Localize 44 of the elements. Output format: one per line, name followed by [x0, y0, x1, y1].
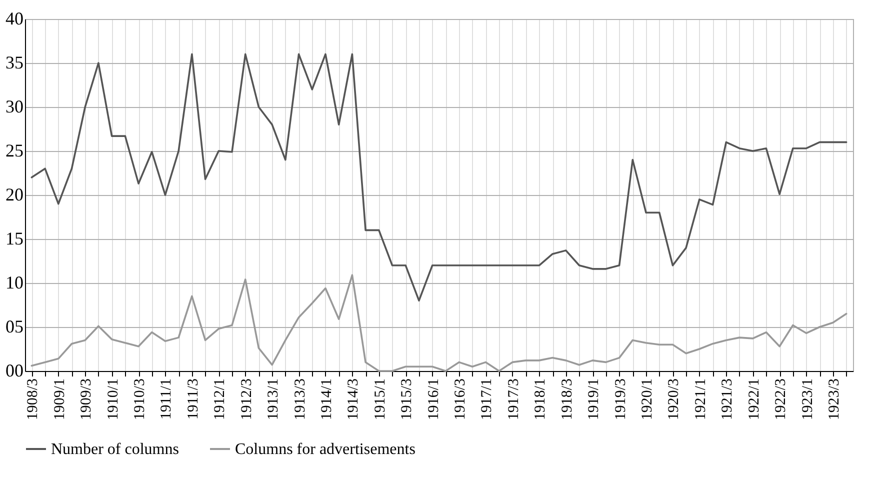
- x-tick-label: 1918/1: [532, 378, 549, 420]
- x-tick-label: 1923/1: [800, 378, 816, 420]
- x-tick-label: 1919/3: [612, 378, 629, 420]
- y-tick-label: 35: [6, 52, 24, 72]
- x-tick-label: 1911/1: [158, 378, 175, 420]
- x-tick-label: 1917/1: [479, 378, 496, 420]
- x-tick-label: 1912/1: [212, 378, 228, 420]
- y-tick-label: 20: [6, 184, 24, 204]
- x-tick-label: 1921/1: [692, 378, 709, 420]
- x-tick-label: 1909/3: [78, 378, 95, 420]
- x-tick-label: 1911/3: [185, 378, 202, 420]
- x-tick-label: 1912/3: [238, 378, 255, 420]
- x-tick-label: 1914/3: [346, 378, 362, 420]
- y-tick-label: 05: [6, 316, 24, 336]
- y-tick-label: 40: [6, 8, 24, 28]
- y-tick-label: 00: [6, 360, 24, 380]
- y-tick-label: 15: [6, 228, 24, 248]
- x-tick-label: 1922/1: [746, 378, 762, 420]
- y-tick-label: 30: [6, 96, 24, 116]
- x-tick-label: 1909/1: [52, 378, 68, 420]
- x-tick-label: 1910/3: [132, 378, 148, 420]
- x-tick-label: 1915/3: [399, 378, 416, 420]
- x-tick-label: 1920/1: [640, 378, 656, 420]
- legend-label: Number of columns: [51, 441, 179, 458]
- legend-label: Columns for advertisements: [235, 441, 416, 458]
- x-tick-label: 1908/3: [25, 378, 42, 420]
- x-tick-label: 1922/3: [773, 378, 790, 420]
- x-tick-label: 1910/1: [105, 378, 122, 420]
- x-tick-label: 1916/1: [426, 378, 442, 420]
- line-series: [30, 274, 848, 372]
- x-tick-label: 1920/3: [666, 378, 682, 420]
- x-tick-label: 1918/3: [559, 378, 576, 420]
- y-tick-label: 25: [6, 140, 24, 160]
- line-series: [30, 53, 848, 302]
- x-tick-label: 1921/3: [720, 378, 736, 420]
- x-tick-label: 1919/1: [586, 378, 602, 420]
- x-tick-label: 1915/1: [372, 378, 388, 420]
- x-tick-label: 1917/3: [506, 378, 522, 420]
- x-tick-label: 1913/3: [292, 378, 308, 420]
- x-tick-label: 1916/3: [452, 378, 469, 420]
- x-tick-label: 1914/1: [318, 378, 335, 420]
- x-tick-label: 1913/1: [266, 378, 282, 420]
- y-tick-label: 10: [6, 272, 24, 292]
- x-tick-label: 1923/3: [826, 378, 842, 420]
